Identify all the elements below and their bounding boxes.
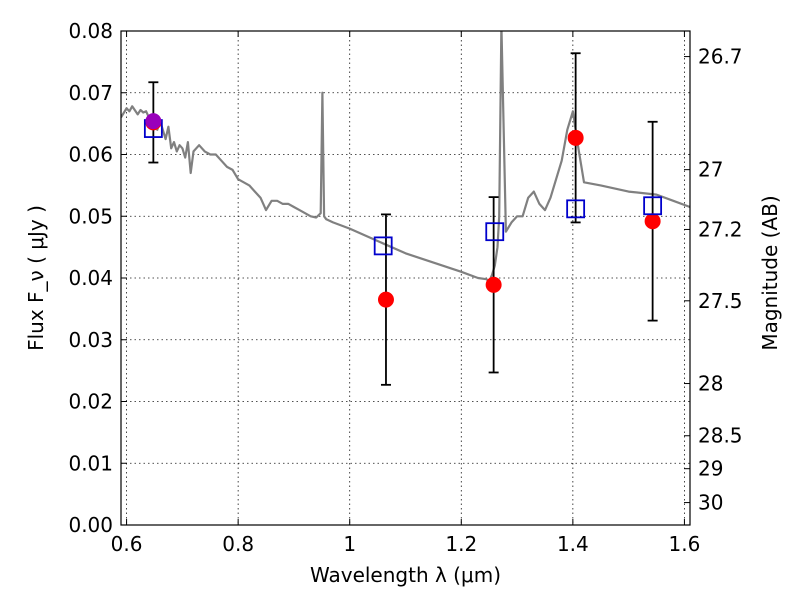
right-tick-label: 29	[698, 457, 723, 481]
model-point	[643, 196, 663, 216]
model-point	[566, 199, 586, 219]
observed-point	[567, 129, 584, 146]
x-axis-label: Wavelength λ (μm)	[310, 563, 501, 587]
right-tick-label: 28	[698, 372, 723, 396]
right-tick-label: 26.7	[698, 45, 743, 69]
highlight-point	[145, 113, 162, 130]
y-axis-label: Flux F_ν ( μJy )	[24, 205, 48, 351]
y-tick-label: 0.01	[68, 451, 113, 475]
right-tick-label: 27.5	[698, 289, 743, 313]
right-tick-label: 28.5	[698, 424, 743, 448]
axis-ticks: 0.6 0.8 1 1.2 1.4 1.6 0.00 0.01 0.02 0.03 0.04 0.05…	[68, 19, 742, 556]
model-point	[373, 236, 393, 256]
error-bars	[148, 52, 658, 386]
right-axis-label: Magnitude (AB)	[758, 195, 782, 350]
observed-points	[145, 114, 661, 308]
model-spectrum-line	[121, 31, 690, 283]
right-tick-label: 30	[698, 491, 723, 515]
grid	[121, 30, 690, 526]
model-point	[485, 222, 505, 242]
x-tick-label: 0.6	[111, 532, 143, 556]
x-tick-label: 1.2	[445, 532, 477, 556]
right-tick-label: 27	[698, 158, 723, 182]
observed-point	[377, 291, 394, 308]
y-tick-label: 0.04	[68, 266, 113, 290]
y-tick-label: 0.06	[68, 143, 113, 167]
observed-point	[485, 276, 502, 293]
x-tick-label: 0.8	[222, 532, 254, 556]
model-spectrum	[121, 31, 690, 283]
y-tick-label: 0.07	[68, 81, 113, 105]
y-tick-label: 0.03	[68, 328, 113, 352]
y-tick-label: 0.00	[68, 513, 113, 537]
model-points	[143, 113, 663, 256]
x-tick-label: 1.6	[669, 532, 701, 556]
x-tick-label: 1.4	[557, 532, 589, 556]
observed-point	[644, 213, 661, 230]
y-tick-label: 0.02	[68, 390, 113, 414]
x-tick-label: 1	[343, 532, 356, 556]
right-tick-label: 27.2	[698, 217, 743, 241]
y-tick-label: 0.08	[68, 19, 113, 43]
y-tick-label: 0.05	[68, 204, 113, 228]
